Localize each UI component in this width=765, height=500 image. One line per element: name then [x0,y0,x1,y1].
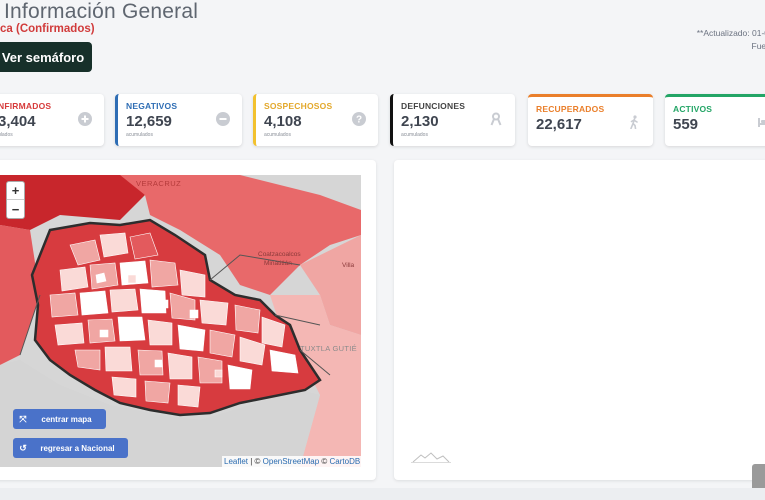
region-north-dark [0,175,145,230]
card-value: 2,130 [401,113,439,130]
update-info: **Actualizado: 01-0 Fuer [697,27,765,53]
centrar-mapa-button[interactable]: ⤧ centrar mapa [13,409,106,429]
updated-date: **Actualizado: 01-0 [696,28,765,38]
region-veracruz [120,175,361,295]
card-label: SOSPECHOSOS [264,101,333,111]
card-confirmados: NFIRMADOS 3,404 ulados [0,94,104,146]
question-circle-icon: ? [352,112,366,126]
region-guerrero [0,225,40,365]
zoom-control: + − [6,181,25,219]
attribution-sep: | © [248,457,263,466]
card-value: 12,659 [126,113,172,130]
centrar-mapa-label: centrar mapa [41,414,92,424]
map-label-villa: Villa [342,262,355,269]
card-label: NEGATIVOS [126,101,178,111]
bed-icon [758,118,765,127]
region-tabasco [300,235,361,335]
card-note: acumulados [401,132,428,138]
card-recuperados: RECUPERADOS 22,617 [528,94,653,146]
undo-icon: ↺ [19,442,27,453]
zoom-in-button[interactable]: + [7,182,24,200]
card-note: ulados [0,132,13,138]
card-value: 4,108 [264,113,302,130]
map-label-minatitlan: Minatitlán [264,260,292,267]
card-activos: ACTIVOS 559 [665,94,765,146]
bottom-strip [0,488,765,500]
walking-icon [630,115,638,129]
choropleth-map[interactable]: VERACRUZ Coatzacoalcos Minatitlán Villa … [0,175,361,467]
card-sospechosos: SOSPECHOSOS 4,108 acumulados ? [253,94,378,146]
osm-link[interactable]: OpenStreetMap [262,457,320,466]
regresar-nacional-label: regresar a Nacional [40,443,115,453]
plus-circle-icon [78,112,92,126]
region-gulf-coast [240,175,361,210]
card-value: 22,617 [536,116,582,133]
card-label: NFIRMADOS [0,101,52,111]
card-negativos: NEGATIVOS 12,659 acumulados [115,94,242,146]
map-label-coatzacoalcos: Coatzacoalcos [258,251,301,258]
card-value: 559 [673,116,699,133]
card-label: RECUPERADOS [536,104,605,114]
cartodb-link[interactable]: CartoDB [329,457,361,466]
map-attribution: Leaflet | © OpenStreetMap © CartoDB [222,456,363,467]
minus-circle-icon [216,112,230,126]
page-subtitle: ca (Confirmados) [0,23,95,35]
card-note: acumulados [126,132,153,138]
zoom-out-button[interactable]: − [11,201,20,217]
state-border-lines [19,254,331,376]
card-label: ACTIVOS [673,104,713,114]
ver-semaforo-button[interactable]: Ver semáforo [0,42,92,72]
card-label: DEFUNCIONES [401,101,466,111]
source-label: Fuer [751,41,765,51]
map-label-tuxtla: TUXTLA GUTIÉ [300,344,357,353]
card-value: 3,404 [0,113,36,130]
card-defunciones: DEFUNCIONES 2,130 acumulados [390,94,515,146]
attribution-sep: © [319,457,330,466]
municipality-patches [49,232,299,408]
chart-loading-icon [411,452,451,463]
page-title: Información General [4,0,199,23]
regresar-nacional-button[interactable]: ↺ regresar a Nacional [13,438,128,458]
card-note: acumulados [264,132,291,138]
svg-text:?: ? [356,115,362,126]
map-label-veracruz: VERACRUZ [136,179,182,188]
ribbon-icon [490,112,502,126]
chart-panel [394,160,765,480]
leaflet-link[interactable]: Leaflet [224,457,249,466]
map-canvas [0,175,361,467]
compress-icon: ⤧ [19,413,27,424]
scroll-to-top-button[interactable] [752,464,765,492]
